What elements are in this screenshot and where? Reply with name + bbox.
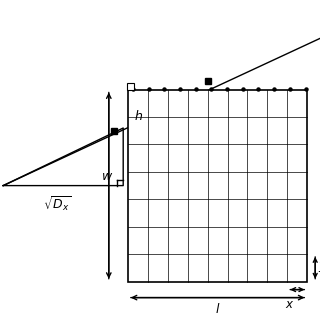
Text: $h$: $h$ — [134, 109, 143, 123]
Text: $x$: $x$ — [285, 298, 294, 311]
Bar — [127, 83, 134, 90]
Text: $y$: $y$ — [318, 260, 320, 274]
Text: $w$: $w$ — [101, 170, 114, 182]
Text: $l$: $l$ — [215, 302, 220, 316]
Text: $\sqrt{D_x}$: $\sqrt{D_x}$ — [44, 195, 72, 214]
Bar — [128, 90, 307, 282]
